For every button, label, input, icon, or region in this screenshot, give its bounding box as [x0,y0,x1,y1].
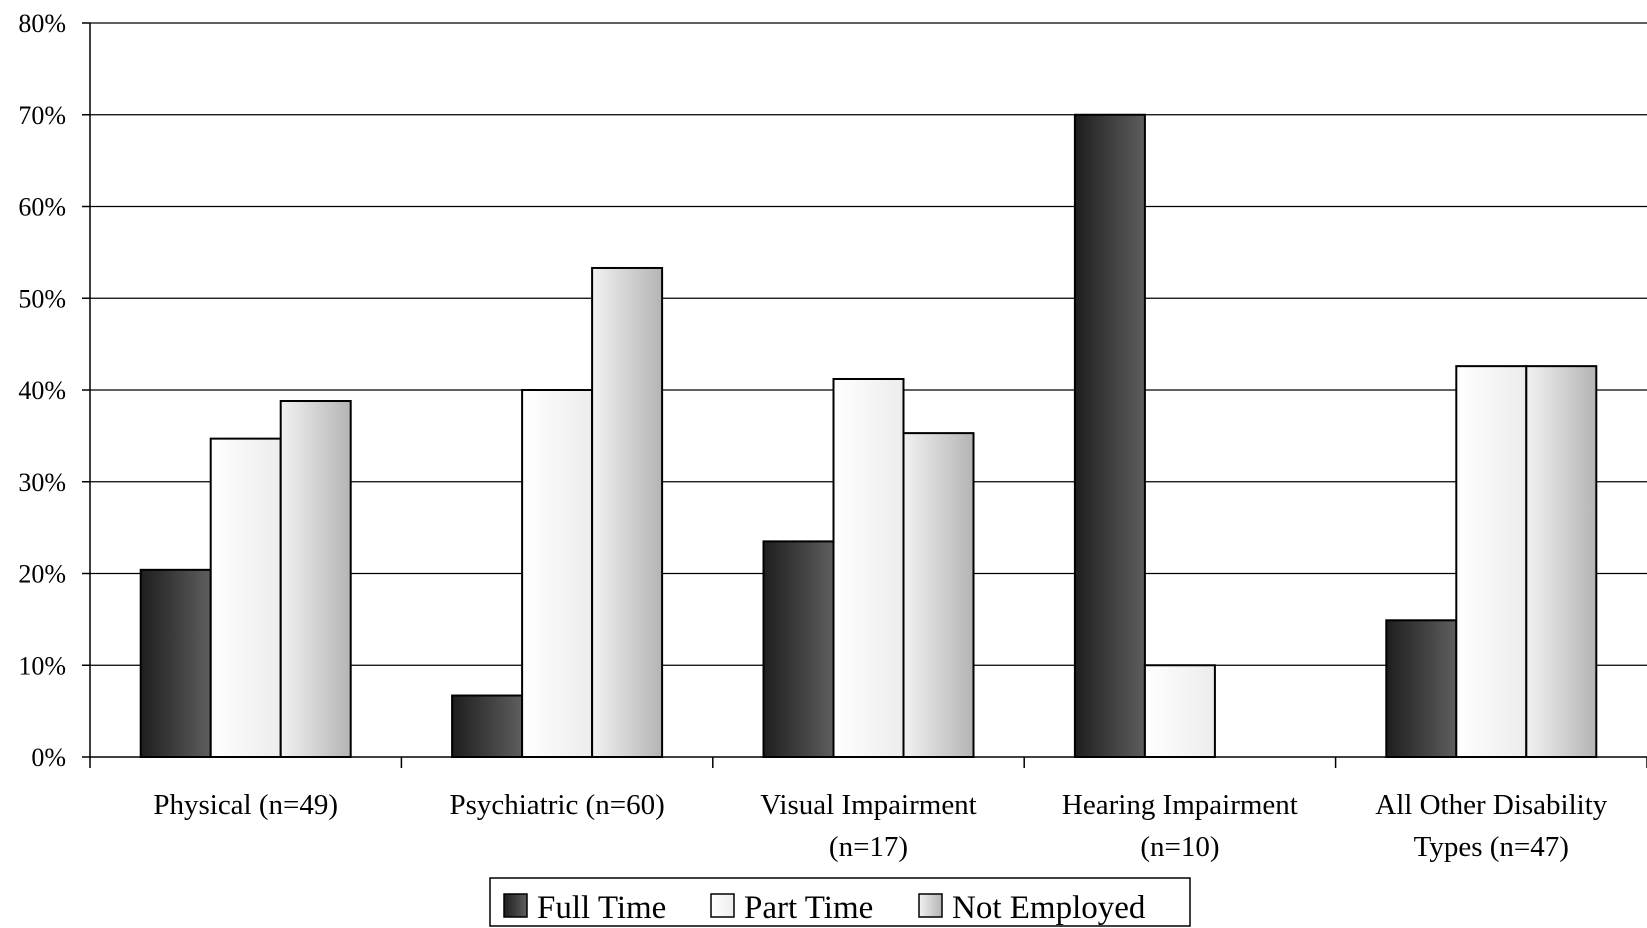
bar-full-time [1073,113,1146,758]
bar-part-time [1455,365,1528,758]
y-tick-label: 50% [18,284,66,313]
category-label: Visual Impairment [760,789,977,821]
category-label: Psychiatric (n=60) [449,789,664,821]
y-tick-label: 40% [18,376,66,405]
category-labels: Physical (n=49) Psychiatric (n=60) Visual … [153,789,1607,863]
y-tick-label: 20% [18,560,66,589]
bar-full-time [762,540,835,759]
bar-not-employed [1525,365,1598,758]
legend-label: Full Time [537,890,666,926]
legend-swatch [503,893,528,918]
category-label: (n=10) [1140,831,1219,863]
y-tick-label: 0% [31,743,66,772]
legend-swatch [918,893,943,918]
axes [82,22,1647,768]
bar-part-time [209,437,282,758]
bar-part-time [832,377,905,758]
bar-not-employed [902,432,975,758]
bar-part-time [1143,664,1216,758]
bar-not-employed [591,266,664,758]
bar-full-time [451,694,524,759]
bar-full-time [139,568,212,759]
legend-box [489,877,1191,927]
category-label: Physical (n=49) [153,789,338,821]
legend-swatch [710,893,735,918]
y-tick-labels: 0% 10% 20% 30% 40% 50% 60% 70% 80% [18,9,66,772]
legend: Full Time Part Time Not Employed [489,877,1191,927]
bars [139,113,1598,759]
legend-label: Not Employed [952,890,1146,926]
category-label: (n=17) [829,831,908,863]
y-tick-label: 10% [18,651,66,680]
category-label: All Other Disability [1375,789,1607,821]
bar-full-time [1385,619,1458,758]
y-tick-label: 30% [18,468,66,497]
bar-part-time [521,389,594,758]
y-tick-label: 60% [18,193,66,222]
category-label: Hearing Impairment [1062,789,1298,821]
category-label: Types (n=47) [1414,831,1569,863]
legend-label: Part Time [744,890,873,926]
y-tick-label: 70% [18,101,66,130]
bar-not-employed [279,400,352,758]
y-tick-label: 80% [18,9,66,38]
